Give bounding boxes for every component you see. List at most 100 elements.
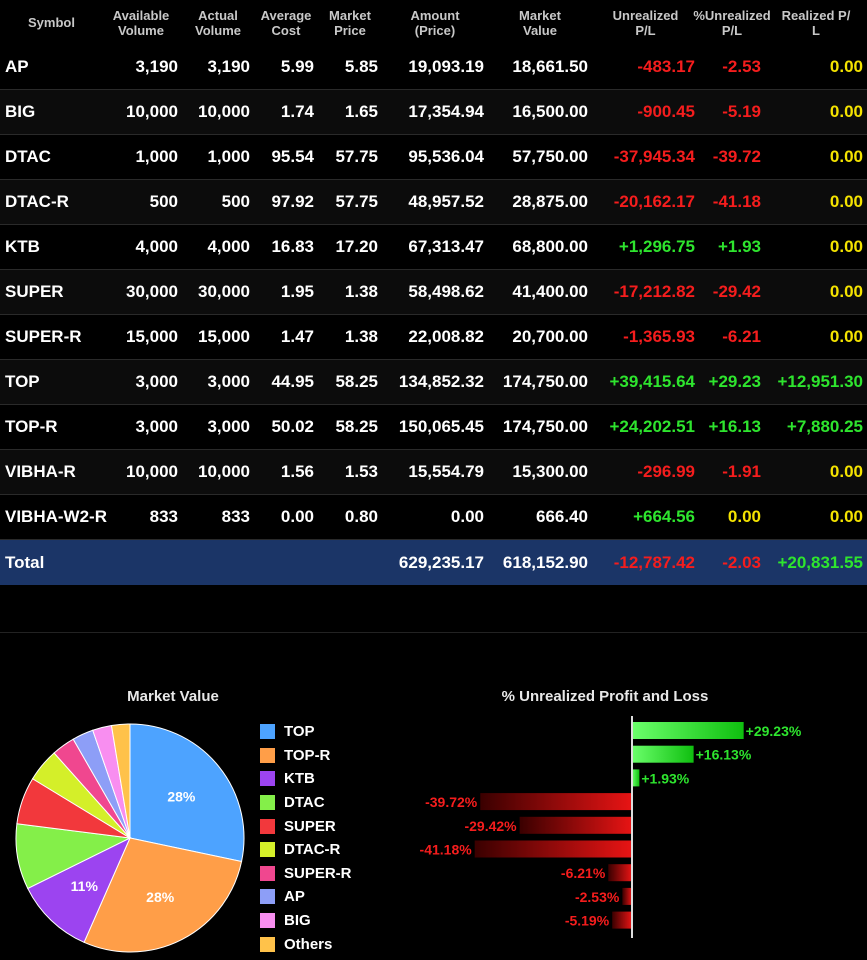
legend-item-others[interactable]: Others (260, 932, 352, 956)
legend-item-top-r[interactable]: TOP-R (260, 744, 352, 768)
bar-ktb[interactable] (632, 769, 640, 787)
cell-amount: 0.00 (450, 507, 484, 526)
header-market-value[interactable]: Market Value (519, 7, 561, 38)
legend-swatch (260, 865, 275, 881)
legend-item-ap[interactable]: AP (260, 885, 352, 909)
bar-super[interactable] (519, 816, 632, 834)
bar-ap[interactable] (622, 887, 632, 905)
header-realized-pl[interactable]: Realized P/ L (781, 7, 851, 38)
cell-unrealized-pl: -1,365.93 (623, 327, 695, 346)
legend-item-big[interactable]: BIG (260, 909, 352, 933)
table-row[interactable]: VIBHA-R 10,000 10,000 1.56 1.53 15,554.79 15,3… (0, 450, 867, 495)
legend-item-super[interactable]: SUPER (260, 814, 352, 838)
cell-symbol: TOP (5, 372, 40, 391)
bar-data-label: -2.53% (575, 889, 620, 905)
cell-realized-pl: 0.00 (829, 282, 863, 301)
bar-top-r[interactable] (632, 745, 694, 763)
cell-realized-pl: 0.00 (829, 237, 863, 256)
cell-unrealized-pct: +29.23 (708, 372, 761, 391)
table-row[interactable]: SUPER 30,000 30,000 1.95 1.38 58,498.62 41,400… (0, 270, 867, 315)
cell-unrealized-pct: -6.21 (722, 327, 761, 346)
cell-average-cost: 1.47 (280, 327, 314, 346)
pie-slice-others[interactable] (110, 723, 131, 839)
header-market-price[interactable]: Market Price (329, 7, 371, 38)
cell-average-cost: 1.56 (280, 462, 314, 481)
table-row[interactable]: TOP-R 3,000 3,000 50.02 58.25 150,065.45 174,7… (0, 405, 867, 450)
legend-item-dtac-r[interactable]: DTAC-R (260, 838, 352, 862)
bar-dtac-r[interactable] (474, 840, 632, 858)
cell-average-cost: 16.83 (271, 237, 314, 256)
legend-swatch (260, 795, 275, 811)
legend-label: BIG (284, 912, 311, 930)
header-unrealized-pl[interactable]: Unrealized P/L (612, 7, 679, 38)
cell-available-volume: 3,190 (135, 57, 178, 76)
total-market-value: 618,152.90 (502, 552, 588, 572)
cell-market-price: 1.65 (344, 102, 378, 121)
header-actual-volume[interactable]: Actual Volume (195, 7, 241, 38)
legend-item-dtac[interactable]: DTAC (260, 791, 352, 815)
bar-dtac[interactable] (480, 793, 632, 811)
header-symbol[interactable]: Symbol (28, 15, 75, 30)
legend-swatch (260, 936, 275, 952)
bar-super-r[interactable] (608, 864, 632, 882)
cell-symbol: DTAC (5, 147, 51, 166)
table-row[interactable]: AP 3,190 3,190 5.99 5.85 19,093.19 18,661.50 -4… (0, 45, 867, 90)
cell-symbol: SUPER (5, 282, 64, 301)
legend-label: TOP (284, 723, 315, 741)
cell-market-value: 666.40 (536, 507, 588, 526)
cell-market-value: 28,875.00 (512, 192, 588, 211)
cell-average-cost: 1.95 (280, 282, 314, 301)
cell-symbol: AP (5, 57, 29, 76)
cell-available-volume: 15,000 (126, 327, 178, 346)
table-row[interactable]: TOP 3,000 3,000 44.95 58.25 134,852.32 174,750… (0, 360, 867, 405)
market-value-pie-chart: 28% 28% 11% (15, 723, 245, 953)
legend-item-ktb[interactable]: KTB (260, 767, 352, 791)
cell-market-value: 15,300.00 (512, 462, 588, 481)
cell-market-price: 17.20 (335, 237, 378, 256)
bar-data-label: -41.18% (420, 842, 473, 858)
legend-label: DTAC (284, 794, 325, 812)
cell-unrealized-pl: -900.45 (637, 102, 695, 121)
cell-unrealized-pct: 0.00 (727, 507, 761, 526)
total-realized-pl: +20,831.55 (777, 552, 863, 572)
bar-data-label: -39.72% (425, 794, 478, 810)
header-average-cost[interactable]: Average Cost (260, 7, 312, 38)
cell-realized-pl: 0.00 (829, 192, 863, 211)
header-amount-price[interactable]: Amount (Price) (410, 7, 460, 38)
pie-slice-top[interactable] (129, 723, 245, 863)
cell-average-cost: 0.00 (280, 507, 314, 526)
cell-realized-pl: 0.00 (829, 147, 863, 166)
cell-actual-volume: 3,000 (207, 417, 250, 436)
cell-actual-volume: 1,000 (207, 147, 250, 166)
total-amount: 629,235.17 (398, 552, 484, 572)
bar-top[interactable] (632, 722, 744, 739)
table-row[interactable]: BIG 10,000 10,000 1.74 1.65 17,354.94 16,500.0… (0, 90, 867, 135)
cell-market-value: 57,750.00 (512, 147, 588, 166)
legend-item-super-r[interactable]: SUPER-R (260, 862, 352, 886)
cell-unrealized-pl: -483.17 (637, 57, 695, 76)
cell-unrealized-pl: +39,415.64 (609, 372, 695, 391)
pie-slice-ktb[interactable] (27, 836, 132, 943)
table-row[interactable]: KTB 4,000 4,000 16.83 17.20 67,313.47 68,800.0… (0, 225, 867, 270)
header-unrealized-pct[interactable]: %Unrealized P/L (693, 7, 771, 38)
table-row[interactable]: DTAC-R 500 500 97.92 57.75 48,957.52 28,875.00… (0, 180, 867, 225)
table-header: Symbol Available Volume Actual Volume Av… (0, 0, 867, 45)
table-row[interactable]: DTAC 1,000 1,000 95.54 57.75 95,536.04 57,750.… (0, 135, 867, 180)
total-label: Total (5, 552, 45, 572)
table-row[interactable]: VIBHA-W2-R 833 833 0.00 0.80 0.00 666.40 +664.5… (0, 495, 867, 540)
cell-market-price: 1.38 (344, 327, 378, 346)
header-available-volume[interactable]: Available Volume (112, 7, 170, 38)
legend-item-top[interactable]: TOP (260, 720, 352, 744)
bar-big[interactable] (612, 911, 632, 929)
legend-label: AP (284, 888, 305, 906)
cell-actual-volume: 15,000 (198, 327, 250, 346)
pie-slice-top-r[interactable] (83, 837, 243, 953)
total-unrealized-pct: -2.03 (722, 552, 761, 572)
table-row[interactable]: SUPER-R 15,000 15,000 1.47 1.38 22,008.82 20,7… (0, 315, 867, 360)
cell-realized-pl: +7,880.25 (786, 417, 863, 436)
legend-label: Others (284, 935, 333, 953)
cell-unrealized-pl: +1,296.75 (618, 237, 695, 256)
cell-unrealized-pl: +664.56 (633, 507, 695, 526)
table-body: AP 3,190 3,190 5.99 5.85 19,093.19 18,661.50 -4… (0, 45, 867, 540)
cell-unrealized-pl: -17,212.82 (613, 282, 695, 301)
